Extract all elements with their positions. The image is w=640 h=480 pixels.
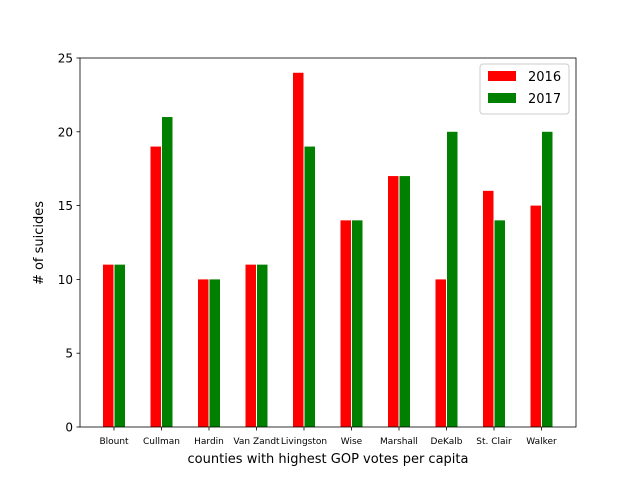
bar-2017-hardin <box>209 279 220 427</box>
x-tick-label: Wise <box>341 437 363 447</box>
legend-swatch-2017 <box>488 93 516 103</box>
bar-2017-walker <box>542 131 553 428</box>
bar-2017-van-zandt <box>257 264 268 427</box>
bar-2017-dekalb <box>447 131 458 428</box>
x-tick-label: Van Zandt <box>233 437 280 447</box>
bar-2017-marshall <box>399 176 410 427</box>
bar-2016-van-zandt <box>245 264 256 427</box>
x-tick-label: Hardin <box>194 437 224 447</box>
legend-swatch-2016 <box>488 71 516 81</box>
y-axis-ticks: 0 5 10 15 20 25 <box>58 52 80 435</box>
y-axis-label: # of suicides <box>32 201 47 285</box>
x-tick-label: Blount <box>99 437 129 447</box>
bar-2016-hardin <box>198 279 209 427</box>
bar-2016-wise <box>340 220 351 427</box>
bar-2017-livingston <box>304 146 315 427</box>
x-tick-label: Livingston <box>281 437 327 447</box>
legend-label-2017: 2017 <box>528 92 561 107</box>
x-axis-label: counties with highest GOP votes per capi… <box>188 452 469 467</box>
x-tick-label: Cullman <box>143 437 180 447</box>
bar-2017-wise <box>352 220 363 427</box>
plot-frame <box>79 57 577 428</box>
legend-label-2016: 2016 <box>528 70 561 85</box>
bar-2017-blount <box>114 264 125 427</box>
bar-2017-st-clair <box>494 220 505 427</box>
bar-2016-marshall <box>388 176 399 427</box>
bar-2016-livingston <box>293 72 304 427</box>
bars-group <box>103 72 553 428</box>
y-tick-label: 25 <box>58 52 73 66</box>
bar-2016-blount <box>103 264 114 427</box>
legend: 2016 2017 <box>479 63 570 115</box>
y-tick-label: 5 <box>65 347 73 361</box>
y-tick-label: 20 <box>58 125 73 139</box>
x-tick-label: DeKalb <box>431 437 463 447</box>
y-tick-label: 15 <box>58 199 73 213</box>
y-tick-label: 0 <box>65 421 73 435</box>
x-axis-ticks: Blount Cullman Hardin Van Zandt Livingston Wi… <box>99 427 557 447</box>
x-tick-label: St. Clair <box>476 437 512 447</box>
x-tick-label: Marshall <box>380 437 418 447</box>
bar-2016-cullman <box>150 146 161 427</box>
bar-2016-walker <box>530 205 541 427</box>
bar-2016-st-clair <box>483 190 494 427</box>
x-tick-label: Walker <box>526 437 557 447</box>
bar-2016-dekalb <box>435 279 446 427</box>
y-tick-label: 10 <box>58 273 73 287</box>
bar-2017-cullman <box>162 117 173 427</box>
